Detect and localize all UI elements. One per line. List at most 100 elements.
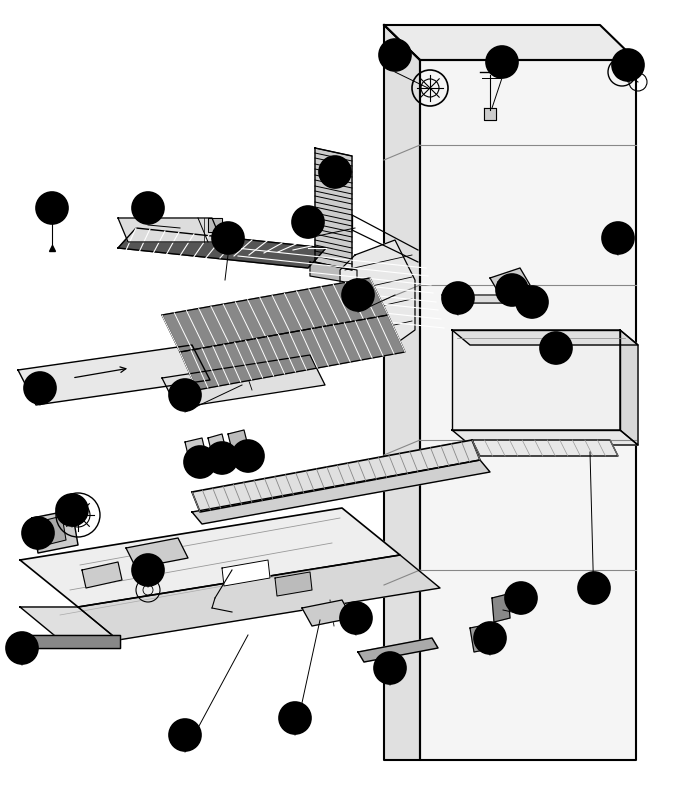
Polygon shape <box>162 355 325 408</box>
Circle shape <box>602 222 634 254</box>
Polygon shape <box>78 555 440 640</box>
Circle shape <box>132 554 164 586</box>
Polygon shape <box>384 25 420 760</box>
Text: 29: 29 <box>14 641 30 655</box>
Text: 12: 12 <box>586 581 602 594</box>
Polygon shape <box>192 460 490 524</box>
Polygon shape <box>384 25 636 60</box>
Polygon shape <box>472 440 618 456</box>
Text: 21: 21 <box>548 342 564 354</box>
Polygon shape <box>452 330 620 430</box>
Polygon shape <box>20 508 400 607</box>
Polygon shape <box>470 624 494 652</box>
Circle shape <box>22 517 54 549</box>
Circle shape <box>36 192 68 224</box>
Text: 26: 26 <box>504 283 520 297</box>
Polygon shape <box>452 430 638 445</box>
Text: 15: 15 <box>494 55 510 69</box>
Circle shape <box>24 372 56 404</box>
Text: 18: 18 <box>619 58 636 72</box>
Text: 2: 2 <box>290 712 300 724</box>
Text: 23: 23 <box>32 382 48 394</box>
Text: 1: 1 <box>180 728 190 742</box>
Circle shape <box>516 286 548 318</box>
Text: 28: 28 <box>482 631 498 645</box>
Text: 24: 24 <box>140 201 156 215</box>
Text: 25: 25 <box>44 201 61 215</box>
Polygon shape <box>32 510 78 553</box>
Circle shape <box>212 222 244 254</box>
Polygon shape <box>118 218 222 242</box>
Polygon shape <box>162 278 388 352</box>
Polygon shape <box>490 268 530 295</box>
Circle shape <box>474 622 506 654</box>
Circle shape <box>342 279 374 311</box>
Polygon shape <box>118 228 326 268</box>
Circle shape <box>132 192 164 224</box>
Polygon shape <box>492 594 510 622</box>
Polygon shape <box>185 438 206 459</box>
Polygon shape <box>180 315 405 390</box>
Circle shape <box>540 332 572 364</box>
Polygon shape <box>208 218 222 232</box>
Text: 30: 30 <box>387 48 403 62</box>
Circle shape <box>496 274 528 306</box>
Polygon shape <box>498 278 516 292</box>
Polygon shape <box>310 262 357 284</box>
Text: 4: 4 <box>143 563 152 577</box>
Text: 20: 20 <box>220 231 236 245</box>
Text: 7: 7 <box>243 450 252 462</box>
Polygon shape <box>12 635 120 648</box>
Circle shape <box>6 632 38 664</box>
Circle shape <box>169 379 201 411</box>
Polygon shape <box>315 148 352 270</box>
Polygon shape <box>358 638 438 662</box>
Polygon shape <box>222 560 270 586</box>
Polygon shape <box>18 345 210 405</box>
Text: 10: 10 <box>300 215 316 229</box>
Text: 14: 14 <box>177 388 193 402</box>
Circle shape <box>184 446 216 478</box>
Polygon shape <box>82 562 122 588</box>
Polygon shape <box>420 60 636 760</box>
Circle shape <box>379 39 411 71</box>
Text: 11: 11 <box>513 592 529 604</box>
Polygon shape <box>302 600 352 626</box>
Polygon shape <box>126 538 188 568</box>
Circle shape <box>374 652 406 684</box>
Text: 27: 27 <box>610 231 626 245</box>
Text: 6: 6 <box>218 451 226 465</box>
Text: 16: 16 <box>381 661 398 675</box>
Polygon shape <box>452 330 638 345</box>
Circle shape <box>340 602 372 634</box>
Circle shape <box>486 46 518 78</box>
Circle shape <box>442 282 474 314</box>
Polygon shape <box>340 240 415 355</box>
Circle shape <box>279 702 311 734</box>
Text: 17: 17 <box>348 611 364 625</box>
Circle shape <box>169 719 201 751</box>
Polygon shape <box>442 295 544 303</box>
Polygon shape <box>208 434 226 454</box>
Text: 9: 9 <box>330 166 339 178</box>
Circle shape <box>232 440 264 472</box>
Circle shape <box>319 156 351 188</box>
Text: 5: 5 <box>195 455 205 469</box>
Circle shape <box>578 572 610 604</box>
Text: 19: 19 <box>449 291 466 305</box>
Polygon shape <box>20 607 118 640</box>
Polygon shape <box>192 440 480 512</box>
Polygon shape <box>275 572 312 596</box>
Polygon shape <box>484 108 496 120</box>
Polygon shape <box>228 430 248 450</box>
Polygon shape <box>38 516 66 546</box>
Text: 13: 13 <box>350 289 366 301</box>
Circle shape <box>612 49 644 81</box>
Circle shape <box>56 494 88 526</box>
Text: 3: 3 <box>33 526 43 540</box>
Text: 22: 22 <box>524 296 540 308</box>
Circle shape <box>206 442 238 474</box>
Polygon shape <box>620 330 638 445</box>
Circle shape <box>292 206 324 238</box>
Circle shape <box>505 582 537 614</box>
